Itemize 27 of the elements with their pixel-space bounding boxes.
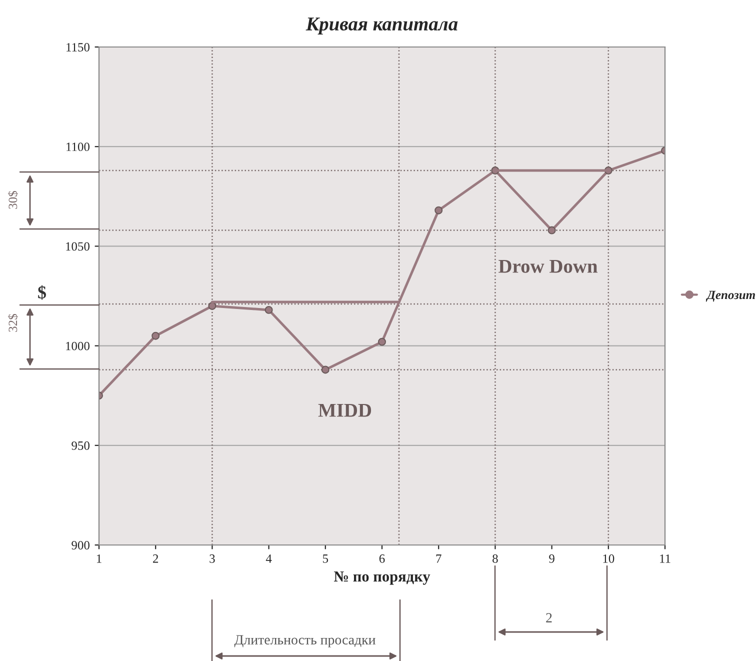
annotation: Drow Down	[498, 260, 598, 273]
text: $	[38, 285, 46, 300]
x-tick-label: 3	[210, 554, 215, 563]
y-tick-label: 1150	[66, 43, 90, 52]
x-tick-label: 11	[660, 554, 670, 563]
x-axis-title: № по порядку	[334, 571, 430, 585]
y-tick-label: 950	[72, 441, 90, 450]
x-tick-label: 6	[379, 554, 385, 563]
x-tick-label: 9	[549, 554, 554, 563]
chart-title: Кривая капитала	[306, 18, 458, 34]
x-tick-label: 5	[323, 554, 328, 563]
text: Длительность просадки	[234, 635, 376, 648]
y-tick-label: 900	[72, 541, 90, 550]
y-tick-label: 1050	[66, 242, 90, 251]
text: 2	[546, 613, 552, 622]
y-tick-label: 1000	[66, 342, 90, 350]
x-tick-label: 8	[492, 554, 498, 563]
text: 30$	[8, 191, 18, 209]
x-tick-label: 7	[436, 554, 442, 563]
y-tick-label: 1100	[66, 142, 90, 152]
text: 32$	[8, 314, 18, 332]
x-tick-label: 4	[266, 554, 272, 563]
annotation: MIDD	[318, 404, 372, 417]
legend-label: Депозит	[706, 290, 755, 302]
x-tick-label: 1	[96, 554, 102, 563]
x-tick-label: 2	[153, 554, 158, 563]
x-tick-label: 10	[603, 554, 614, 563]
